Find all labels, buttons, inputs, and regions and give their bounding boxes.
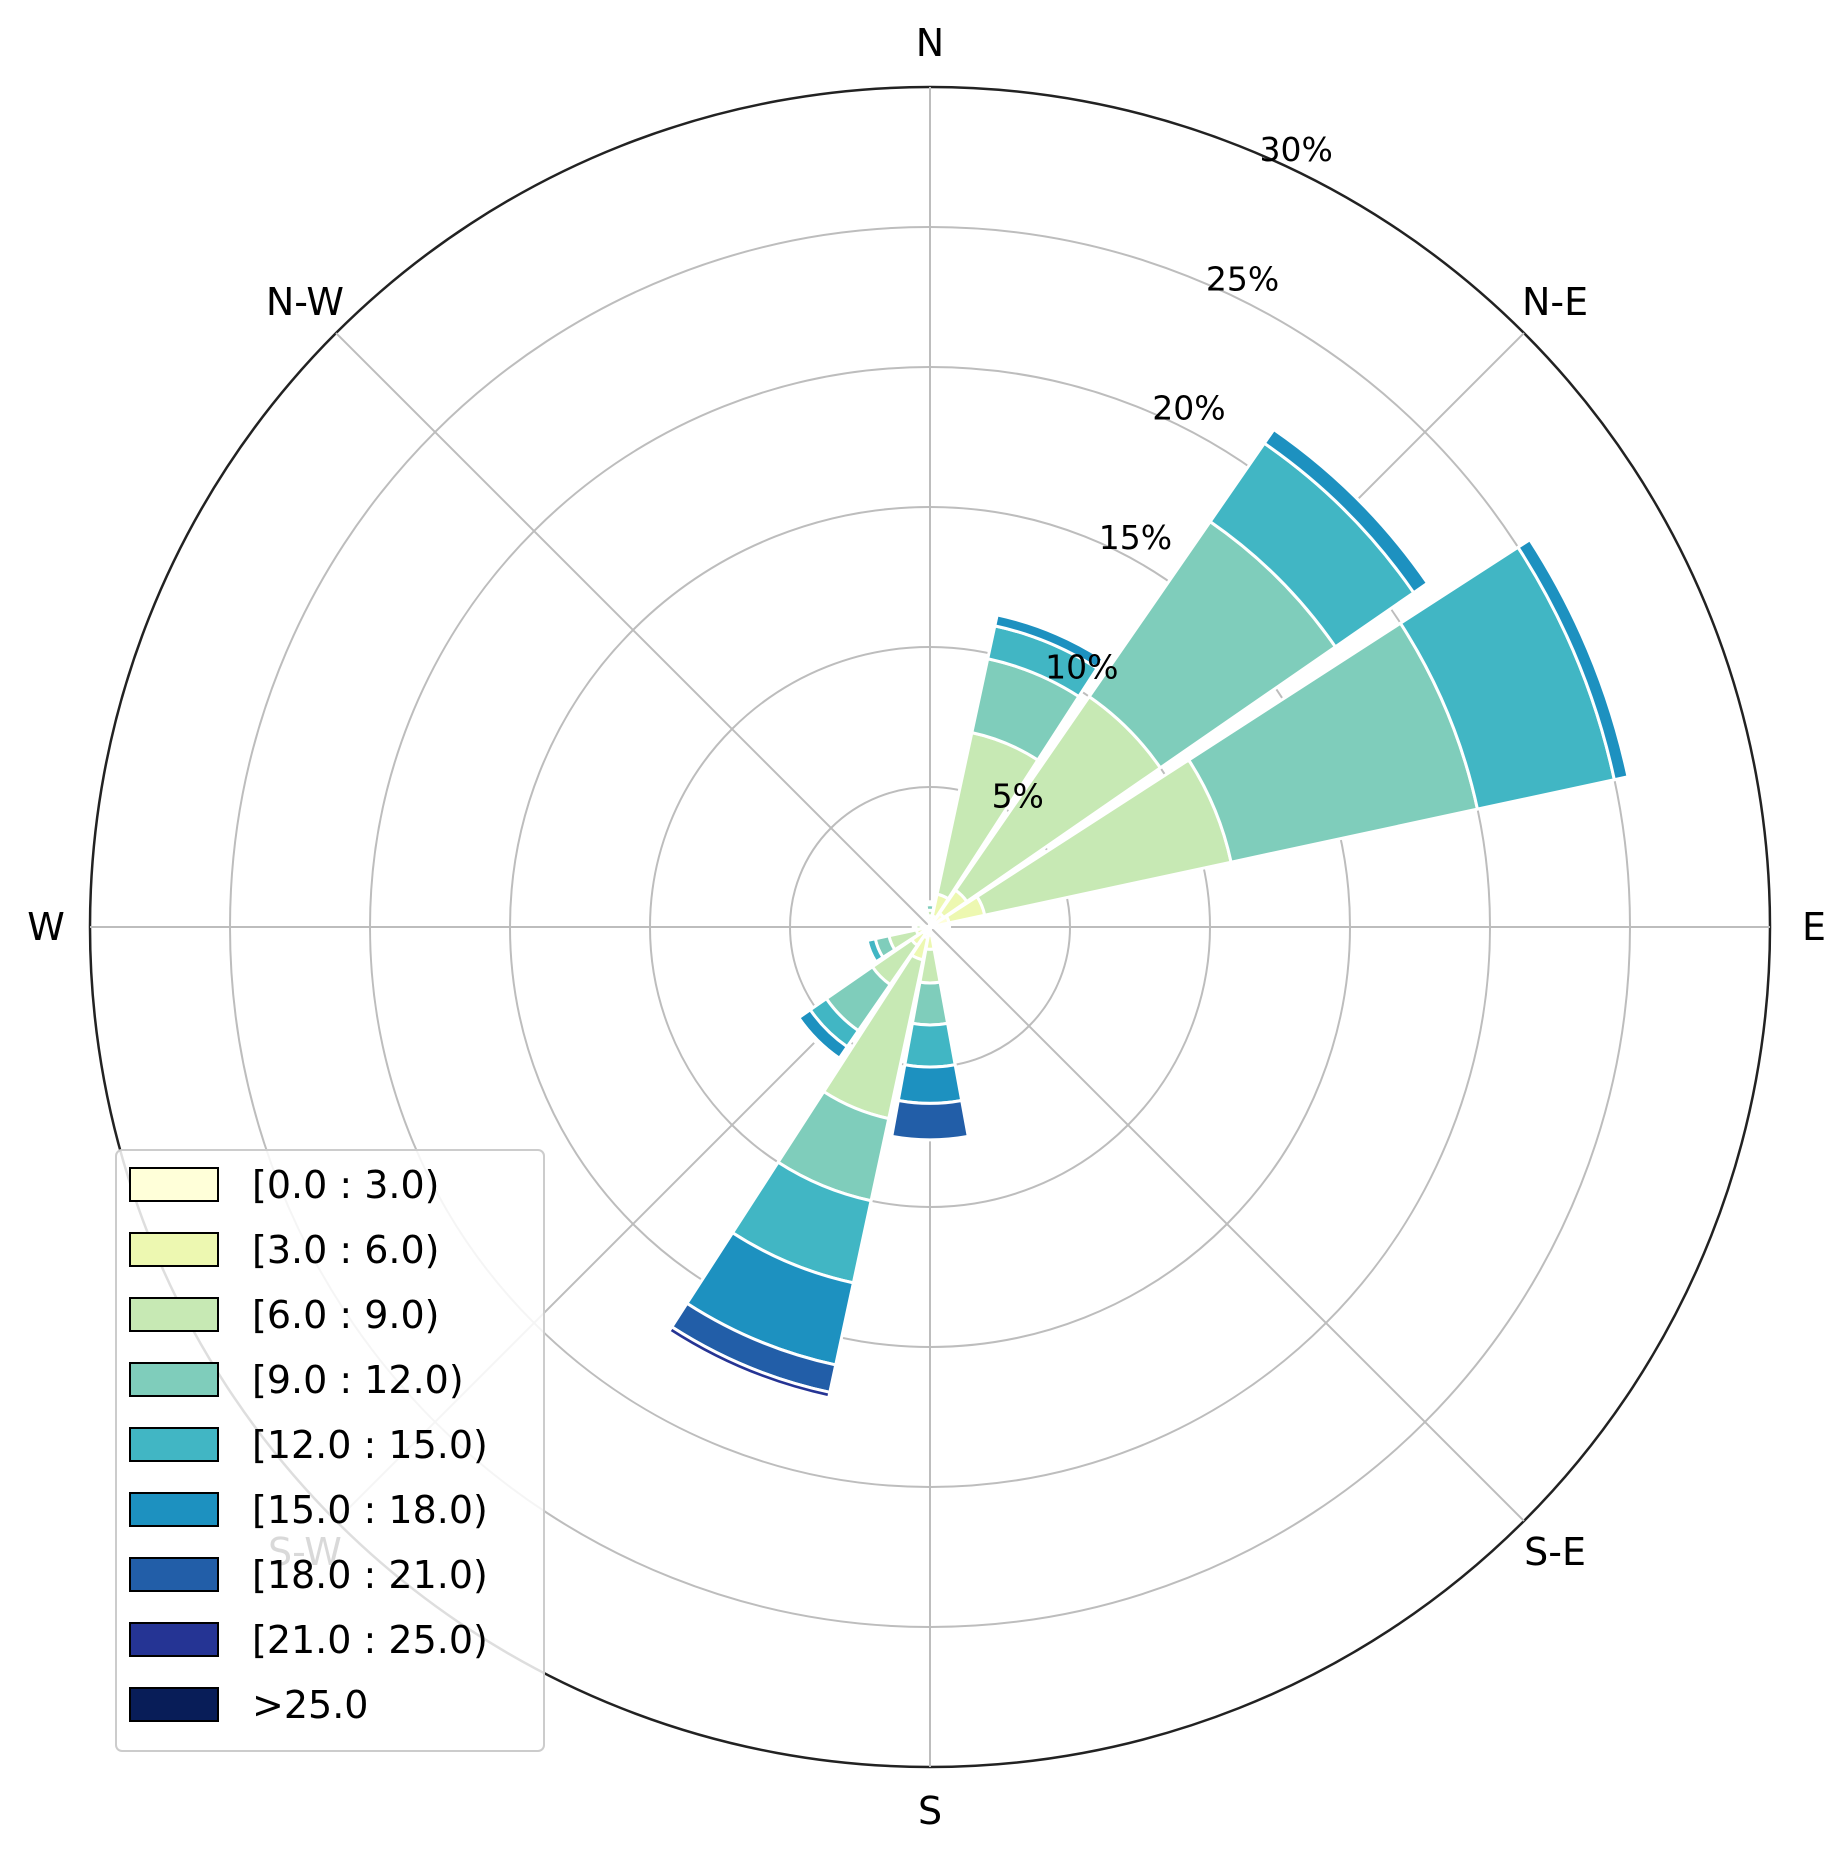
legend-swatch-2 <box>129 1297 219 1332</box>
legend-label-6: [18.0 : 21.0) <box>252 1553 488 1597</box>
legend-swatch-3 <box>129 1362 219 1397</box>
sector-0-bin-4 <box>923 900 937 907</box>
legend-swatch-5 <box>129 1492 219 1527</box>
sector-90-bin-3 <box>944 921 952 933</box>
wind-sectors <box>666 427 1630 1400</box>
ring-label-15: 15% <box>1099 518 1172 557</box>
legend-label-1: [3.0 : 6.0) <box>252 1228 439 1272</box>
legend-swatch-4 <box>129 1427 219 1462</box>
direction-label-w: W <box>27 905 65 949</box>
legend-frame <box>115 1149 545 1752</box>
legend-label-5: [15.0 : 18.0) <box>252 1488 488 1532</box>
ring-label-30: 30% <box>1259 130 1332 169</box>
legend-label-7: [21.0 : 25.0) <box>252 1618 488 1662</box>
legend-swatch-0 <box>129 1167 219 1202</box>
legend-swatch-1 <box>129 1232 219 1267</box>
sector-67.5-bin-5 <box>1515 537 1630 782</box>
ring-label-10: 10% <box>1045 647 1118 686</box>
direction-label-s-e: S-E <box>1524 1530 1586 1574</box>
direction-label-n-e: N-E <box>1522 280 1588 324</box>
legend-swatch-8 <box>129 1687 219 1722</box>
sector-270-bin-3 <box>911 922 918 932</box>
direction-label-s: S <box>918 1789 942 1833</box>
legend-swatch-6 <box>129 1557 219 1592</box>
sector-22.5-bin-5 <box>993 613 1106 671</box>
legend-label-0: [0.0 : 3.0) <box>252 1163 439 1207</box>
sector-180-bin-6 <box>890 1098 970 1142</box>
legend: [0.0 : 3.0) [3.0 : 6.0) [6.0 : 9.0) [9.0 : … <box>115 1149 545 1752</box>
ring-label-20: 20% <box>1152 389 1225 428</box>
direction-label-n-w: N-W <box>266 280 344 324</box>
legend-label-2: [6.0 : 9.0) <box>252 1293 439 1337</box>
ring-labels: 5% 10% 15% 20% 25% 30% <box>992 130 1333 816</box>
legend-label-8: >25.0 <box>252 1683 368 1727</box>
legend-label-4: [12.0 : 15.0) <box>252 1423 488 1467</box>
sector-225-bin-6 <box>794 1015 842 1063</box>
ring-label-5: 5% <box>992 777 1044 816</box>
direction-label-e: E <box>1802 905 1826 949</box>
grid-spoke-315 <box>335 332 931 928</box>
sector-247.5-bin-5 <box>862 938 878 966</box>
sector-45-bin-5 <box>1262 427 1430 595</box>
direction-label-n: N <box>916 21 944 65</box>
legend-label-3: [9.0 : 12.0) <box>252 1358 464 1402</box>
sector-180-bin-5 <box>896 1062 964 1105</box>
sector-180-bin-4 <box>903 1021 957 1069</box>
ring-label-25: 25% <box>1206 259 1279 298</box>
sector-202.5-bin-7 <box>666 1324 832 1400</box>
legend-swatch-7 <box>129 1622 219 1657</box>
grid-spoke-135 <box>929 926 1525 1522</box>
